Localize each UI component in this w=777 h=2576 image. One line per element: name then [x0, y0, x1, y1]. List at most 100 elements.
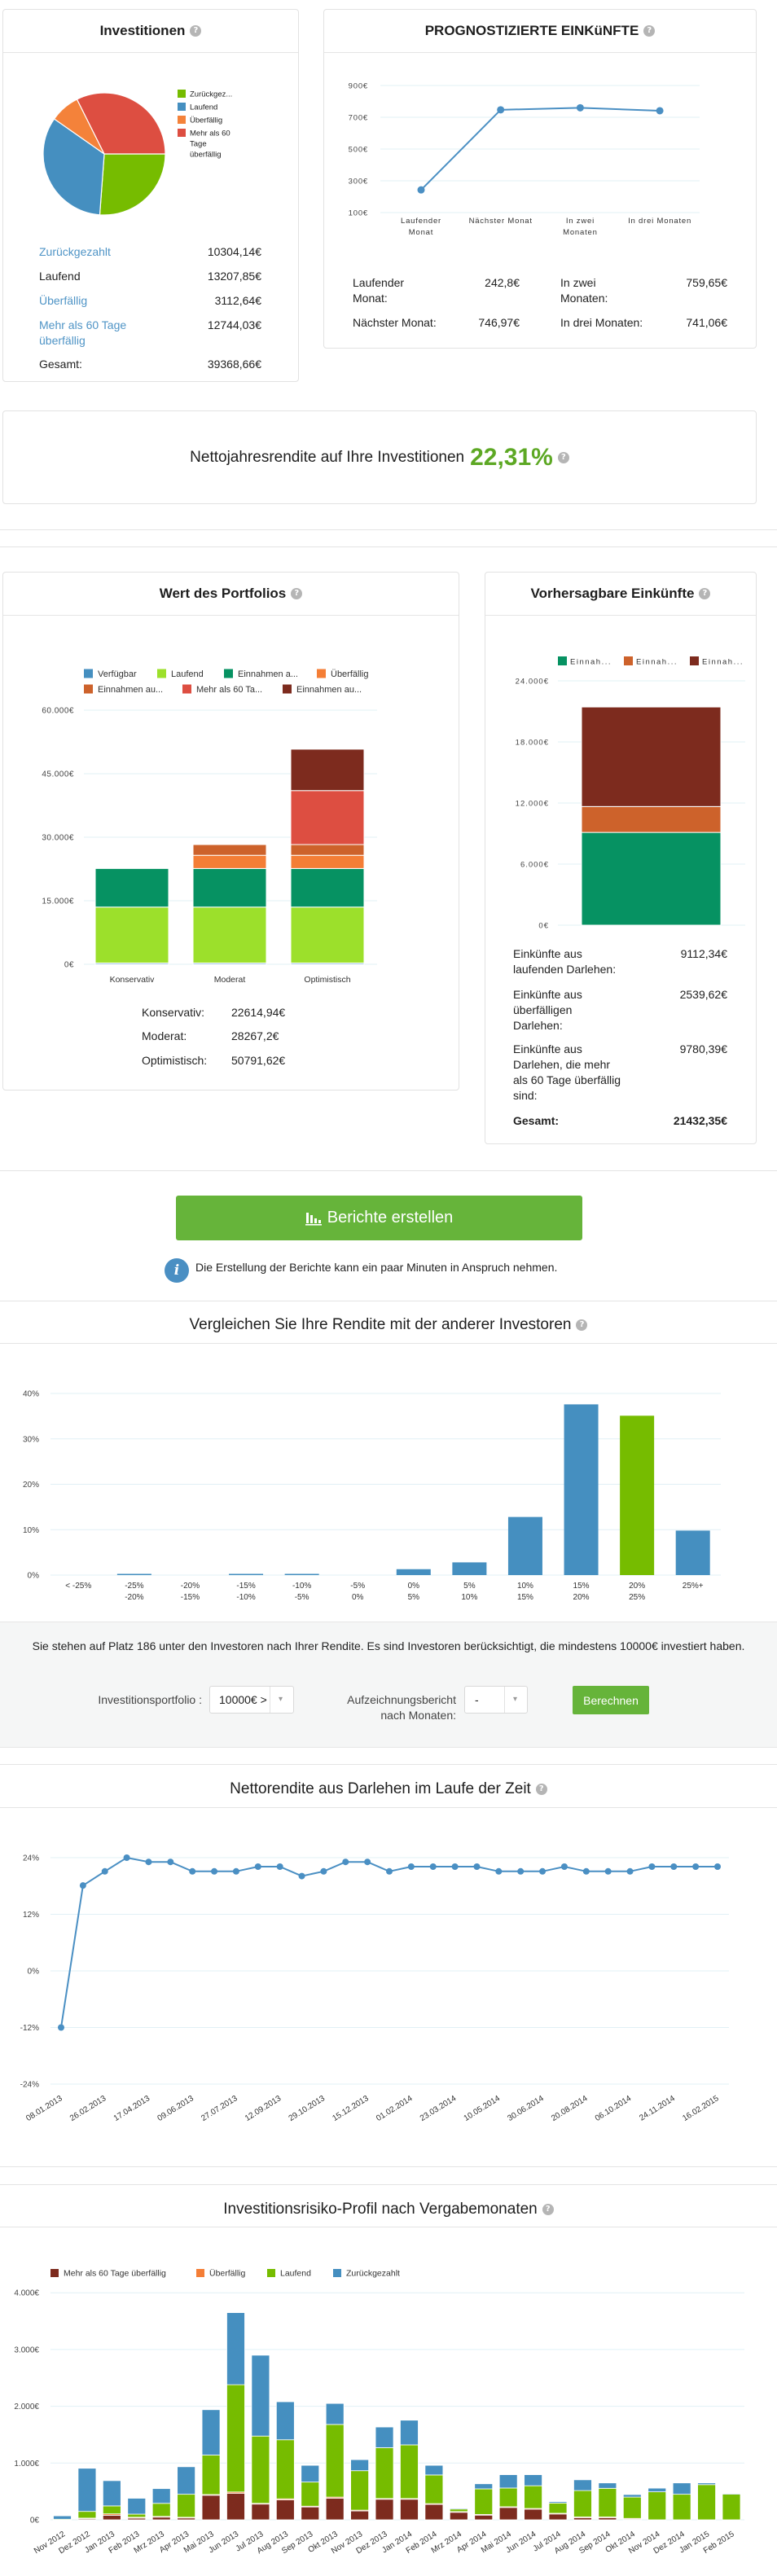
investments-value-overdue-60: 12744,03€ [207, 318, 261, 331]
return-point [79, 1882, 86, 1889]
portfolio-bar-segment [290, 790, 365, 845]
return-point [211, 1867, 218, 1875]
portfolio-legend-label: Verfügbar [98, 669, 137, 679]
months-filter-select[interactable]: - [464, 1686, 528, 1714]
help-icon[interactable] [535, 1784, 547, 1795]
risk-bar-segment [350, 2470, 370, 2511]
risk-bar-segment [301, 2482, 320, 2507]
return-x-label: 20.08.2014 [550, 2094, 590, 2123]
return-x-label: 15.12.2013 [331, 2094, 371, 2123]
pie-legend-swatch [178, 129, 186, 137]
help-icon[interactable] [699, 588, 711, 599]
help-icon[interactable] [576, 1319, 588, 1331]
portfolio-bar-segment [94, 906, 169, 963]
risk-y-tick-label: 3.000€ [14, 2346, 39, 2354]
portfolio-card: Wert des Portfolios Konservativ: 22614,9… [2, 572, 459, 1091]
info-icon [165, 1258, 189, 1283]
help-icon[interactable] [643, 25, 656, 37]
predictable-value-overdue-60: 9780,39€ [679, 1042, 727, 1055]
compare-x-label: 25%+ [683, 1582, 704, 1591]
risk-bar-segment [573, 2490, 592, 2517]
risk-bar-segment [722, 2493, 741, 2521]
risk-bar-segment [375, 2499, 394, 2521]
return-x-label: 09.06.2013 [156, 2094, 196, 2123]
return-x-label: 29.10.2013 [288, 2094, 327, 2123]
return-point [342, 1858, 349, 1866]
return-point [692, 1863, 700, 1871]
forecast-point [656, 107, 664, 115]
help-icon[interactable] [557, 451, 569, 463]
forecast-x-label: Monaten [563, 228, 598, 237]
return-point [320, 1867, 327, 1875]
investments-label-overdue-60[interactable]: Mehr als 60 Tage überfällig [39, 318, 127, 347]
portfolio-label-moderate: Moderat: [142, 1029, 187, 1042]
forecast-x-label: Monat [409, 228, 433, 237]
risk-bar-segment [102, 2515, 121, 2521]
predictable-bar-segment [581, 706, 722, 807]
return-y-tick-label: 0% [28, 1968, 40, 1977]
return-point [298, 1872, 305, 1880]
portfolio-filter-select[interactable]: 10000€ > [209, 1686, 294, 1714]
return-point [386, 1867, 393, 1875]
return-point [189, 1867, 196, 1875]
compare-bar [452, 1562, 487, 1575]
portfolio-x-label: Moderat [214, 975, 246, 985]
portfolio-filter-label: Investitionsportfolio : [98, 1693, 202, 1706]
risk-legend-swatch [50, 2269, 59, 2277]
pie-legend-label: Mehr als 60 [190, 129, 230, 138]
risk-bar-segment [524, 2485, 542, 2509]
portfolio-legend-swatch [84, 684, 93, 694]
help-icon[interactable] [190, 25, 202, 37]
return-x-label: 06.10.2014 [594, 2094, 634, 2123]
compare-x-label: -10% [292, 1582, 311, 1591]
compare-x-label: 10% [461, 1593, 477, 1602]
portfolio-legend-swatch [157, 669, 166, 678]
pie-slice [76, 92, 166, 155]
portfolio-bar-segment [290, 906, 365, 963]
risk-bar-segment [648, 2491, 667, 2521]
risk-profile-stacked-bar-chart: Mehr als 60 Tage überfällig Überfällig Lau… [14, 2269, 744, 2556]
forecast-y-tick-label: 500€ [349, 146, 368, 155]
forecast-label-three-months: In drei Monaten: [560, 316, 643, 329]
compare-x-label: 20% [573, 1593, 590, 1602]
investments-label-repaid[interactable]: Zurückgezahlt [39, 245, 111, 258]
divider [0, 1764, 777, 1765]
risk-bar-segment [201, 2455, 221, 2495]
investments-title: Investitionen [99, 23, 186, 38]
predictable-label-running: Einkünfte aus laufenden Darlehen: [513, 947, 617, 976]
select-separator [504, 1687, 505, 1713]
risk-legend-label: Zurückgezahlt [346, 2269, 400, 2279]
compare-bar [284, 1573, 319, 1575]
forecast-value-two-months: 759,65€ [686, 276, 727, 289]
return-point [495, 1867, 503, 1875]
portfolio-legend-label: Laufend [171, 669, 204, 679]
investments-label-overdue[interactable]: Überfällig [39, 294, 88, 307]
help-icon[interactable] [291, 588, 303, 599]
return-x-label: 30.06.2014 [506, 2094, 546, 2123]
risk-bar-segment [77, 2511, 97, 2519]
compare-x-label: -20% [125, 1593, 143, 1602]
predictable-label-overdue-60: Einkünfte aus Darlehen, die mehr als 60 … [513, 1042, 621, 1102]
portfolio-legend-swatch [182, 684, 191, 694]
return-x-label: 16.02.2015 [681, 2094, 721, 2123]
return-section-header: Nettorendite aus Darlehen im Laufe der Z… [0, 1777, 777, 1801]
risk-bar-segment [301, 2506, 320, 2521]
compare-y-tick-label: 20% [23, 1481, 39, 1490]
predictable-legend-swatch [690, 656, 699, 665]
investments-pie-chart: Zurückgez... Laufend Überfällig Mehr als 60… [42, 90, 232, 216]
predictable-y-tick-label: 6.000€ [520, 861, 549, 870]
risk-bar-segment [275, 2439, 295, 2499]
calculate-button[interactable]: Berechnen [573, 1686, 649, 1714]
predictable-legend-label: Einnah... [636, 658, 678, 667]
forecast-value-next-month: 746,97€ [478, 316, 520, 329]
risk-bar-segment [201, 2494, 221, 2521]
risk-bar-segment [275, 2401, 295, 2441]
help-icon[interactable] [542, 2204, 554, 2215]
risk-bar-segment [375, 2426, 394, 2448]
create-reports-button[interactable]: Berichte erstellen [176, 1196, 582, 1240]
risk-bar-segment [53, 2515, 72, 2520]
forecast-value-three-months: 741,06€ [686, 316, 727, 329]
predictable-legend-swatch [558, 656, 567, 665]
risk-bar-segment [474, 2483, 494, 2490]
return-x-label: 08.01.2013 [24, 2094, 64, 2123]
